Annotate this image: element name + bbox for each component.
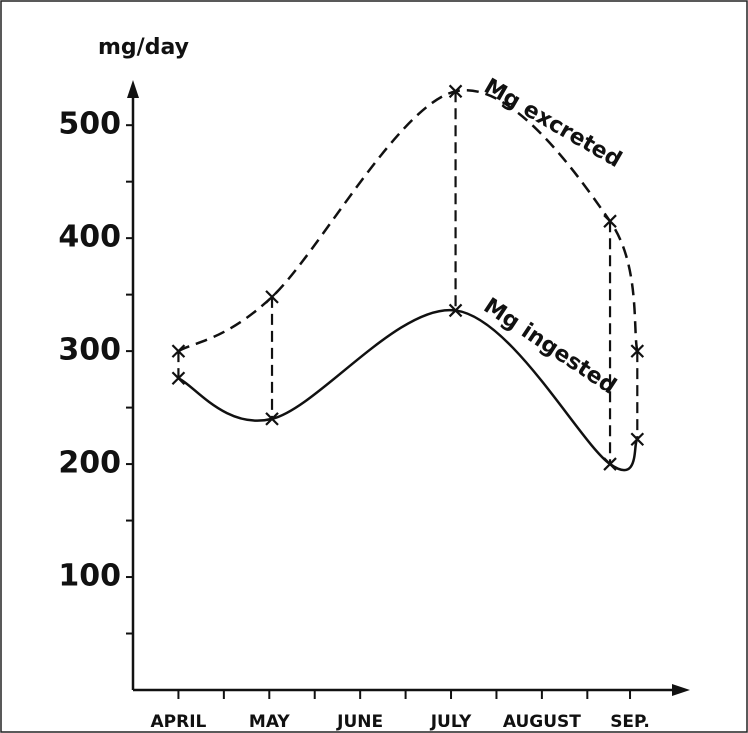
x-axis-arrow	[672, 684, 690, 696]
x-tick-label: MAY	[249, 712, 290, 732]
point-marker	[448, 303, 463, 318]
y-axis-label: mg/day	[98, 35, 189, 60]
x-tick-label: AUGUST	[503, 712, 581, 732]
x-tick-label: SEP.	[610, 712, 650, 732]
x-tick-label: JUNE	[336, 712, 383, 732]
y-tick-label: 400	[58, 220, 121, 255]
point-marker	[265, 290, 279, 304]
point-marker	[171, 344, 186, 358]
y-axis-arrow	[127, 80, 139, 98]
series-label: Mg ingested	[479, 294, 621, 400]
point-marker	[448, 84, 463, 99]
point-marker	[603, 457, 617, 471]
point-marker	[603, 214, 617, 228]
series-line	[177, 309, 639, 472]
y-tick-label: 300	[58, 333, 121, 368]
y-tick-label: 200	[58, 446, 121, 481]
point-marker	[630, 432, 645, 446]
point-marker	[265, 412, 279, 426]
x-tick-label: APRIL	[150, 712, 206, 732]
x-tick-label: JULY	[430, 712, 472, 732]
point-marker	[171, 371, 186, 385]
y-tick-label: 100	[58, 559, 121, 594]
y-tick-label: 500	[58, 107, 121, 142]
series-label: Mg excreted	[480, 74, 626, 173]
point-marker	[630, 344, 645, 358]
